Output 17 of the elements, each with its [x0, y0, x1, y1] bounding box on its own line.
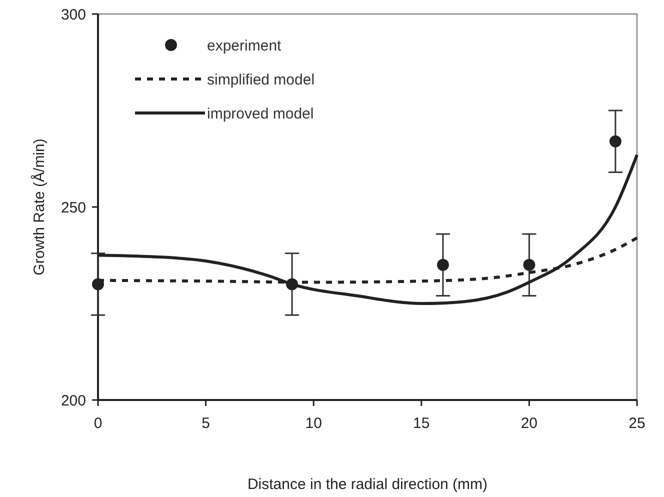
legend-label: simplified model	[207, 71, 315, 88]
point	[609, 135, 622, 148]
x-tick-label: 15	[413, 415, 430, 432]
legend-label: experiment	[207, 37, 282, 54]
x-axis-title: Distance in the radial direction (mm)	[247, 476, 488, 493]
y-tick-label: 200	[60, 392, 86, 410]
point	[436, 258, 449, 271]
point	[523, 258, 536, 271]
x-tick-label: 20	[520, 415, 538, 432]
y-axis-title: Growth Rate (Å/min)	[30, 138, 48, 276]
x-tick-label: 0	[94, 415, 102, 432]
x-tick-label: 5	[202, 415, 210, 432]
y-tick-label: 300	[60, 6, 86, 24]
legend-label: improved model	[207, 105, 314, 122]
y-tick-label: 250	[60, 199, 86, 216]
x-tick-label: 25	[628, 415, 646, 432]
x-tick-label: 10	[305, 415, 322, 432]
